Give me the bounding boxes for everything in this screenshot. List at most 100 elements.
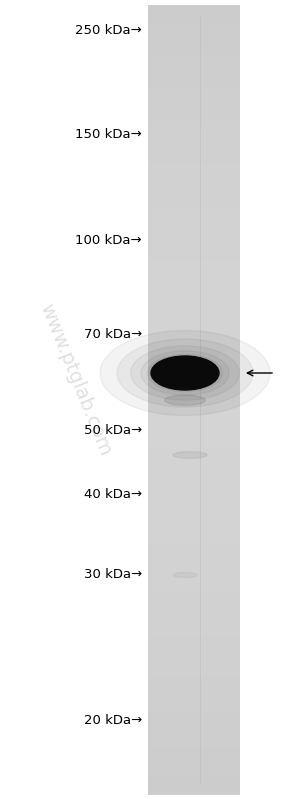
Bar [148,570,240,574]
Text: 50 kDa→: 50 kDa→ [84,423,142,436]
Bar [148,605,240,608]
Bar [148,702,240,705]
Bar [148,407,240,411]
Bar [148,355,240,358]
Bar [148,784,240,786]
Bar [148,550,240,553]
Bar [148,205,240,208]
Bar [148,646,240,650]
Bar [148,586,240,590]
Bar [148,513,240,515]
Bar [148,347,240,350]
Bar [148,465,240,468]
Bar [148,744,240,747]
Bar [148,186,240,189]
Bar [148,342,240,345]
Bar [148,644,240,647]
Bar [148,218,240,221]
Bar [148,770,240,773]
Bar [148,547,240,550]
Bar [148,312,240,316]
Bar [148,149,240,153]
Bar [148,116,240,118]
Bar [148,555,240,558]
Bar [148,731,240,734]
Ellipse shape [165,395,205,405]
Bar [148,47,240,50]
Bar [148,620,240,623]
Bar [148,660,240,663]
Bar [148,18,240,22]
Bar [148,789,240,792]
Bar [148,576,240,578]
Bar [148,781,240,784]
Bar [148,123,240,126]
Bar [148,352,240,356]
Bar [148,302,240,305]
Bar [148,526,240,529]
Bar [148,231,240,234]
Bar [148,97,240,100]
Bar [148,326,240,329]
Bar [148,344,240,348]
Bar [148,539,240,542]
Bar [148,557,240,560]
Bar [148,754,240,757]
Bar [148,268,240,271]
Bar [148,741,240,745]
Bar [148,447,240,450]
Bar [148,23,240,26]
Ellipse shape [173,451,207,459]
Bar [148,415,240,419]
Bar [148,450,240,452]
Bar [148,468,240,471]
Bar [148,654,240,658]
Bar [148,160,240,163]
Ellipse shape [130,346,239,400]
Bar [148,286,240,289]
Bar [148,481,240,484]
Bar [148,510,240,513]
Bar [148,746,240,749]
Bar [148,15,240,18]
Bar [148,141,240,145]
Bar [148,129,240,132]
Bar [148,713,240,716]
Bar [148,573,240,576]
Bar [148,639,240,642]
Bar [148,229,240,232]
Bar [148,613,240,616]
Bar [148,55,240,58]
Bar [148,668,240,671]
Bar [148,244,240,248]
Bar [148,78,240,81]
Bar [148,389,240,392]
Bar [148,581,240,584]
Bar [148,255,240,258]
Bar [148,683,240,686]
Bar [148,210,240,213]
Bar [148,786,240,789]
Bar [148,137,240,140]
Bar [148,542,240,545]
Bar [148,594,240,597]
Bar [148,631,240,634]
Bar [148,173,240,177]
Bar [148,216,240,219]
Bar [148,473,240,476]
Bar [148,699,240,702]
Bar [148,171,240,174]
Bar [148,765,240,768]
Bar [148,791,240,794]
Bar [148,100,240,103]
Bar [148,200,240,203]
Bar [148,5,240,8]
Bar [148,725,240,729]
Bar [148,460,240,463]
Bar [148,181,240,185]
Bar [148,131,240,134]
Text: 100 kDa→: 100 kDa→ [75,233,142,247]
Bar [148,39,240,42]
Bar [148,331,240,334]
Bar [148,705,240,708]
